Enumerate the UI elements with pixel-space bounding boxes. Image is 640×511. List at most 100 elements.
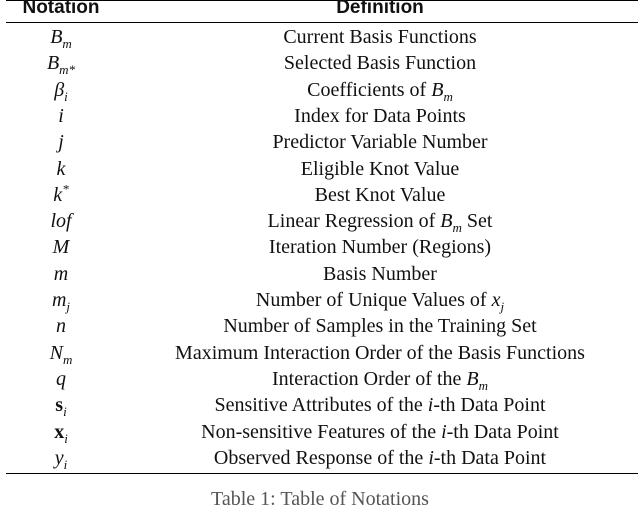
- notation-symbol: B: [50, 26, 63, 48]
- notation-subscript: m: [62, 351, 73, 367]
- definition-cell: Non-sensitive Features of the i-th Data …: [130, 419, 630, 445]
- definition-cell: Selected Basis Function: [130, 50, 630, 76]
- notation-symbol: M: [52, 236, 70, 259]
- table-row: m Basis Number: [0, 261, 640, 287]
- notation-symbol: i: [58, 104, 64, 127]
- math-subscript: m: [478, 377, 488, 393]
- definition-text: -th Data Point: [446, 420, 559, 443]
- definition-math: B: [431, 78, 444, 101]
- table-row: j Predictor Variable Number: [0, 129, 640, 155]
- definition-cell: Observed Response of the i-th Data Point: [130, 445, 630, 471]
- definition-text: Selected Basis Function: [283, 52, 477, 75]
- table-row: k Eligible Knot Value: [0, 156, 640, 182]
- notation-symbol: β: [54, 78, 65, 101]
- table-row: si Sensitive Attributes of the i-th Data …: [0, 392, 640, 418]
- definition-text: -th Data Point: [433, 446, 547, 469]
- table-row: n Number of Samples in the Training Set: [0, 313, 640, 339]
- math-subscript: m: [452, 220, 462, 236]
- notation-cell: q: [0, 366, 122, 392]
- table-row: i Index for Data Points: [0, 103, 640, 129]
- definition-text: Predictor Variable Number: [272, 131, 488, 154]
- notation-symbol: m: [51, 289, 67, 311]
- header-rule: [6, 22, 638, 23]
- notation-symbol: B: [46, 52, 60, 75]
- definition-cell: Number of Samples in the Training Set: [130, 313, 630, 339]
- table-row: Bm* Selected Basis Function: [0, 50, 640, 76]
- definition-text: Maximum Interaction Order of the Basis F…: [175, 341, 585, 364]
- definition-math: i: [427, 394, 434, 417]
- definition-cell: Basis Number: [130, 261, 630, 287]
- notation-subscript: m*: [59, 62, 76, 78]
- definition-cell: Sensitive Attributes of the i-th Data Po…: [130, 392, 630, 418]
- table-row: Bm Current Basis Functions: [0, 24, 640, 50]
- notation-symbol: N: [49, 341, 63, 364]
- notation-symbol: n: [56, 315, 66, 338]
- table-row: βi Coefficients of Bm: [0, 77, 640, 103]
- notation-symbol: m: [53, 262, 69, 285]
- notation-superscript: *: [62, 181, 69, 197]
- notation-symbol: j: [58, 131, 64, 154]
- definition-text: Eligible Knot Value: [300, 157, 460, 180]
- definition-cell: Linear Regression of Bm Set: [130, 208, 630, 234]
- notation-cell: Nm: [0, 340, 122, 366]
- definition-math: B: [466, 367, 479, 390]
- definition-cell: Coefficients of Bm: [130, 77, 630, 103]
- notation-cell: k*: [0, 182, 122, 208]
- notation-cell: lof: [0, 208, 122, 234]
- top-rule: [6, 0, 638, 1]
- definition-text: Interaction Order of the: [272, 367, 467, 390]
- table-row: k* Best Knot Value: [0, 182, 640, 208]
- table-row: x i Non-sensitive Features of the i-th Dat…: [0, 419, 640, 445]
- definition-cell: Iteration Number (Regions): [130, 234, 630, 260]
- definition-math: i: [428, 446, 434, 469]
- table-row: q Interaction Order of the Bm: [0, 366, 640, 392]
- notation-cell: M: [0, 234, 122, 260]
- notation-subscript: i: [63, 404, 67, 420]
- definition-text: Current Basis Functions: [283, 26, 477, 48]
- definition-text: Number of Unique Values of: [255, 289, 492, 311]
- definition-text: Basis Number: [323, 262, 437, 285]
- table-row: yi Observed Response of the i-th Data Poi…: [0, 445, 640, 471]
- definition-cell: Interaction Order of the Bm: [130, 366, 630, 392]
- notation-symbol: k: [53, 183, 63, 206]
- definition-math: i: [441, 420, 447, 443]
- table-row: Nm Maximum Interaction Order of the Basis…: [0, 340, 640, 366]
- notation-cell: n: [0, 313, 122, 339]
- notation-cell: j: [0, 129, 122, 155]
- notation-cell: i: [0, 103, 122, 129]
- definition-math: x: [491, 289, 501, 311]
- notation-subscript: m: [62, 36, 72, 51]
- notation-cell: Bm: [0, 24, 122, 50]
- bottom-rule: [6, 473, 638, 474]
- definition-text: Iteration Number (Regions): [268, 236, 492, 259]
- notation-cell: k: [0, 156, 122, 182]
- notation-symbol: x: [54, 420, 65, 443]
- notation-cell: yi: [0, 445, 122, 471]
- notation-cell: m: [0, 261, 122, 287]
- notation-subscript: i: [64, 88, 68, 104]
- definition-cell: Best Knot Value: [130, 182, 630, 208]
- definition-cell: Current Basis Functions: [130, 24, 630, 50]
- definition-cell: Maximum Interaction Order of the Basis F…: [130, 340, 630, 366]
- table-row: m j Number of Unique Values of xj: [0, 287, 640, 313]
- definition-cell: Index for Data Points: [130, 103, 630, 129]
- definition-cell: Predictor Variable Number: [130, 129, 630, 155]
- notation-cell: βi: [0, 77, 122, 103]
- notation-subscript: i: [63, 456, 68, 472]
- notation-symbol: lof: [50, 210, 72, 233]
- notation-symbol: s: [55, 394, 64, 417]
- definition-text: Number of Samples in the Training Set: [223, 315, 537, 338]
- notation-symbol: q: [56, 367, 66, 390]
- definition-cell: Eligible Knot Value: [130, 156, 630, 182]
- math-subscript: j: [500, 299, 505, 314]
- notation-cell: si: [0, 392, 122, 418]
- math-subscript: m: [443, 88, 453, 104]
- table-row: lof Linear Regression of Bm Set: [0, 208, 640, 234]
- definition-text: Coefficients of: [307, 78, 432, 101]
- definition-text: Linear Regression of: [267, 210, 441, 233]
- definition-cell: Number of Unique Values of xj: [130, 287, 630, 313]
- definition-text: Set: [461, 210, 493, 233]
- definition-text: Non-sensitive Features of the: [201, 420, 442, 443]
- notation-symbol: k: [56, 157, 66, 180]
- definition-text: -th Data Point: [433, 394, 546, 417]
